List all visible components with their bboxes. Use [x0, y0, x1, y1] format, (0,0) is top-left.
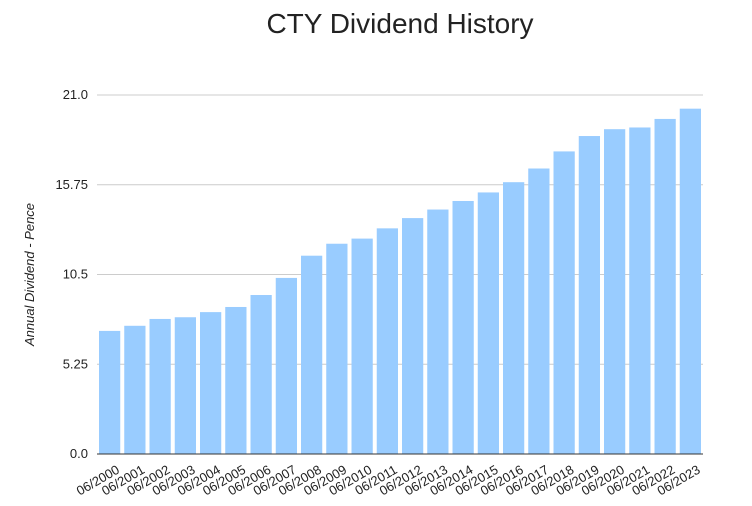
y-axis-label: Annual Dividend - Pence [22, 203, 37, 347]
bar [174, 317, 196, 454]
bar [326, 243, 348, 454]
bar [351, 238, 373, 454]
bar [477, 192, 499, 454]
bars [99, 108, 701, 455]
x-axis-ticks: 06/200006/200106/200206/200306/200406/20… [74, 462, 703, 498]
bar [452, 200, 474, 454]
y-tick-label: 0.0 [70, 446, 88, 461]
bar [250, 295, 272, 454]
y-tick-label: 21.0 [63, 87, 88, 102]
bar [679, 108, 701, 455]
bar [578, 136, 600, 454]
bar [275, 277, 297, 454]
y-axis-ticks: 0.0 5.25 10.5 15.75 21.0 [55, 87, 88, 461]
chart-title: CTY Dividend History [266, 8, 534, 39]
bar [149, 318, 171, 454]
bar [604, 129, 626, 454]
y-tick-label: 10.5 [63, 267, 88, 282]
gridlines [97, 94, 703, 365]
bar [99, 330, 121, 454]
bar [503, 182, 525, 454]
bar [654, 118, 676, 455]
y-tick-label: 5.25 [63, 356, 88, 371]
bar [225, 306, 247, 454]
bar [124, 325, 146, 454]
bar [200, 312, 222, 454]
y-tick-label: 15.75 [55, 177, 88, 192]
bar [402, 218, 424, 454]
bar [629, 127, 651, 454]
bar [301, 255, 323, 454]
bar [427, 209, 449, 454]
bar [528, 168, 550, 454]
bar [376, 228, 398, 454]
bar [553, 151, 575, 454]
